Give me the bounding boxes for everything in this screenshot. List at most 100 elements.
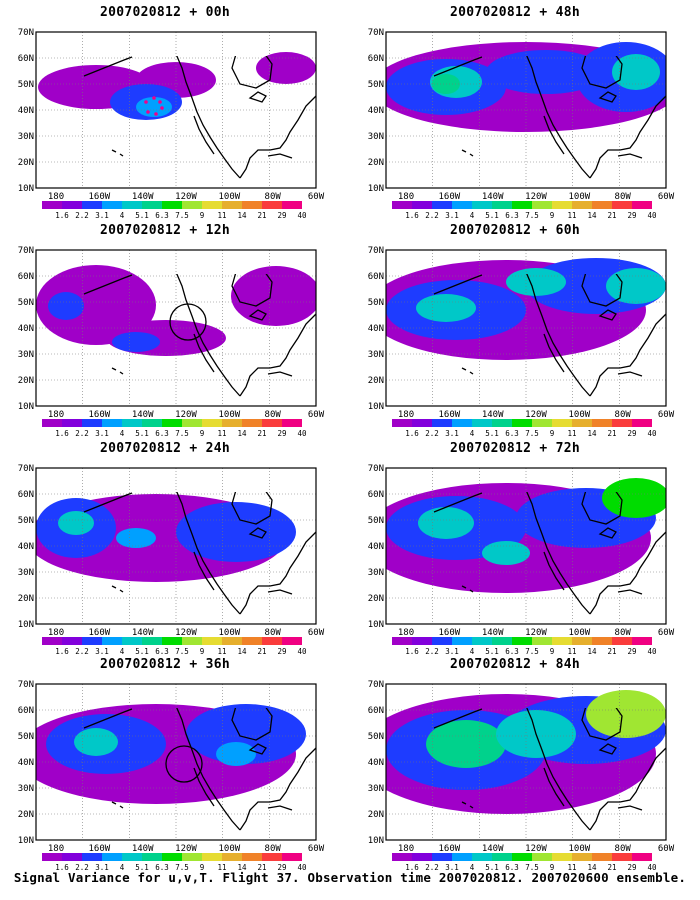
colorbar-swatch <box>532 201 552 209</box>
colorbar-swatch <box>222 637 242 645</box>
colorbar-swatch <box>492 419 512 427</box>
colorbar-swatch <box>412 637 432 645</box>
longitude-label: 60W <box>308 628 325 638</box>
shading-region <box>416 294 476 322</box>
colorbar-label: 5.1 <box>135 429 149 438</box>
panel-title: 2007020812 + 36h <box>99 657 231 672</box>
latitude-label: 70N <box>368 246 384 256</box>
flight-track-dot <box>146 110 150 114</box>
coastlines <box>433 708 667 831</box>
colorbar-swatch <box>572 853 592 861</box>
panel-title: 2007020812 + 84h <box>449 657 581 672</box>
observation-circle <box>169 303 207 341</box>
colorbar-label: 9 <box>200 863 205 872</box>
colorbar-label: 14 <box>237 647 247 656</box>
colorbar-label: 2.2 <box>75 211 89 220</box>
colorbar-label: 11 <box>567 863 576 872</box>
latitude-label: 70N <box>18 464 34 474</box>
colorbar: 1.6 2.2 3.1 4 5.1 6.3 7.5 9 11 14 21 29 40 <box>392 201 657 220</box>
colorbar-label: 9 <box>550 211 555 220</box>
colorbar-swatch <box>82 419 102 427</box>
latitude-label: 50N <box>18 80 34 90</box>
colorbar-swatch <box>592 419 612 427</box>
panel-title: 2007020812 + 72h <box>449 441 581 456</box>
colorbar: 1.6 2.2 3.1 4 5.1 6.3 7.5 9 11 14 21 29 40 <box>42 419 307 438</box>
colorbar-label: 14 <box>587 429 597 438</box>
latitude-label: 30N <box>18 784 34 794</box>
colorbar-swatch <box>62 853 82 861</box>
variance-map: 70N 60N 50N 40N 30N 20N 10N 180 160W 140W 120W 100W… <box>368 246 675 438</box>
latitude-label: 60N <box>368 706 384 716</box>
colorbar-label: 40 <box>297 211 307 220</box>
colorbar-swatch <box>182 637 202 645</box>
latitude-label: 30N <box>368 784 384 794</box>
shading-region <box>486 50 606 94</box>
map-panel: 2007020812 + 60h 70N 60N 50N 40N 30N 20N 10N 180… <box>350 223 680 443</box>
colorbar-label: 40 <box>647 863 657 872</box>
longitude-label: 100W <box>568 628 590 638</box>
longitude-label: 60W <box>658 192 675 202</box>
colorbar-label: 6.3 <box>505 211 519 220</box>
longitude-label: 80W <box>265 844 282 854</box>
longitude-label: 100W <box>218 844 240 854</box>
longitude-label: 140W <box>482 192 504 202</box>
colorbar-label: 7.5 <box>525 429 539 438</box>
colorbar-swatch <box>432 637 452 645</box>
colorbar-swatch <box>142 853 162 861</box>
colorbar-label: 11 <box>217 647 226 656</box>
map-panel: 2007020812 + 48h 70N 60N 50N 40N 30N 20N 10N 180… <box>350 5 680 225</box>
colorbar-label: 2.2 <box>425 211 439 220</box>
colorbar-label: 4 <box>120 863 125 872</box>
colorbar-swatch <box>102 419 122 427</box>
colorbar-label: 4 <box>470 429 475 438</box>
colorbar-swatch <box>552 637 572 645</box>
colorbar-label: 2.2 <box>75 429 89 438</box>
graticule <box>36 684 316 840</box>
longitude-label: 160W <box>88 628 110 638</box>
colorbar-label: 29 <box>277 863 286 872</box>
latitude-label: 40N <box>18 106 34 116</box>
panel-title: 2007020812 + 48h <box>449 5 581 20</box>
latitude-label: 60N <box>368 490 384 500</box>
colorbar: 1.6 2.2 3.1 4 5.1 6.3 7.5 9 11 14 21 29 40 <box>392 419 657 438</box>
colorbar-label: 1.6 <box>55 863 69 872</box>
panel-title: 2007020812 + 12h <box>99 223 231 238</box>
longitude-label: 60W <box>308 410 325 420</box>
colorbar-swatch <box>262 853 282 861</box>
shading-region <box>586 690 666 738</box>
latitude-label: 50N <box>368 80 384 90</box>
shading-region <box>256 52 316 84</box>
colorbar: 1.6 2.2 3.1 4 5.1 6.3 7.5 9 11 14 21 29 40 <box>42 853 307 872</box>
colorbar-swatch <box>202 201 222 209</box>
longitude-label: 60W <box>658 410 675 420</box>
colorbar-label: 29 <box>627 429 636 438</box>
longitude-label: 100W <box>568 844 590 854</box>
longitude-label: 180 <box>48 628 64 638</box>
colorbar-swatch <box>142 637 162 645</box>
colorbar-label: 5.1 <box>135 211 149 220</box>
colorbar-swatch <box>202 853 222 861</box>
colorbar-swatch <box>632 419 652 427</box>
longitude-label: 120W <box>525 410 547 420</box>
variance-map: 70N 60N 50N 40N 30N 20N 10N 180 160W 140W 120W 100W… <box>18 680 325 872</box>
colorbar-label: 40 <box>297 429 307 438</box>
colorbar-swatch <box>572 201 592 209</box>
colorbar-label: 3.1 <box>445 863 459 872</box>
colorbar-label: 29 <box>277 211 286 220</box>
colorbar-label: 11 <box>217 211 226 220</box>
latitude-label: 30N <box>368 132 384 142</box>
colorbar-swatch <box>492 201 512 209</box>
latitude-label: 40N <box>368 542 384 552</box>
shading-region <box>216 742 256 766</box>
variance-map: 70N 60N 50N 40N 30N 20N 10N 180 160W 140W 120W 100W… <box>18 464 325 656</box>
colorbar-label: 1.6 <box>405 429 419 438</box>
colorbar-swatch <box>532 637 552 645</box>
latitude-label: 60N <box>18 54 34 64</box>
latitude-label: 40N <box>368 324 384 334</box>
colorbar-label: 11 <box>567 429 576 438</box>
colorbar-label: 7.5 <box>175 211 189 220</box>
flight-track-dot <box>158 100 162 104</box>
longitude-label: 180 <box>398 192 414 202</box>
latitude-label: 30N <box>18 350 34 360</box>
colorbar-label: 2.2 <box>425 429 439 438</box>
